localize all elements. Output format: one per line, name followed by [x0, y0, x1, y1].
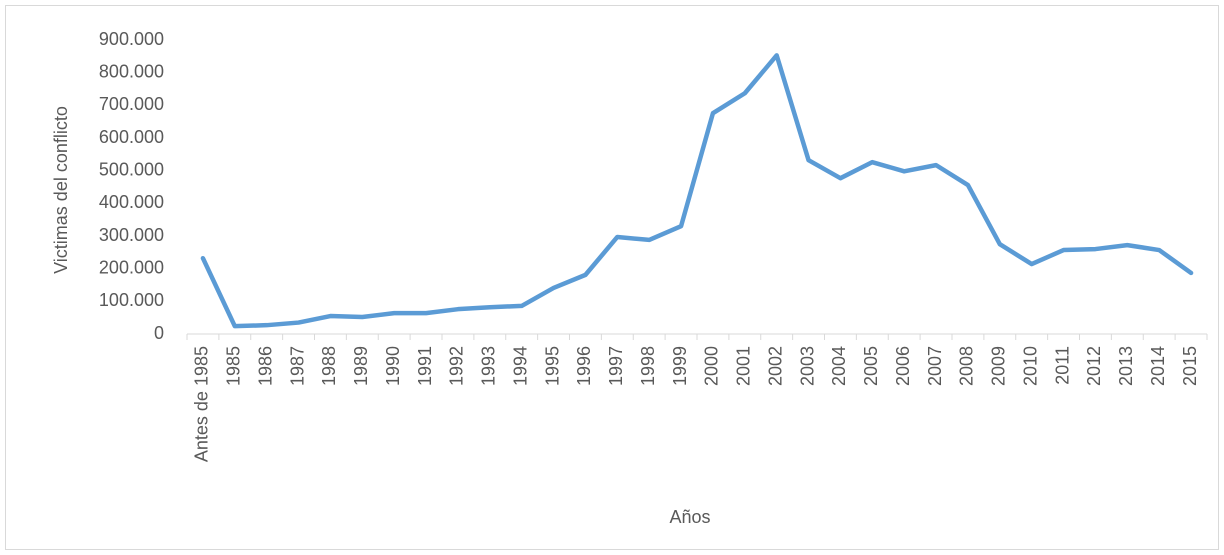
x-tick-label: 2011	[1052, 346, 1072, 385]
x-tick-label: 1987	[287, 346, 307, 386]
x-tick-label: 1989	[351, 346, 371, 386]
y-tick-label: 900.000	[99, 29, 164, 49]
x-tick-label: 2005	[861, 346, 881, 386]
x-tick-label: 2001	[734, 346, 754, 386]
x-tick-label: 2004	[829, 346, 849, 386]
x-tick-label: 1985	[224, 346, 244, 386]
x-tick-label: 1996	[574, 346, 594, 386]
y-tick-label: 100.000	[99, 290, 164, 310]
x-tick-label: 1986	[255, 346, 275, 386]
x-tick-label: 1997	[606, 346, 626, 386]
x-tick-label: 2006	[893, 346, 913, 386]
x-tick-label: 2012	[1084, 346, 1104, 386]
x-tick-label: 1991	[415, 346, 435, 386]
x-tick-label: 2015	[1180, 346, 1200, 386]
y-axis-title: Victimas del conflicto	[51, 106, 71, 274]
data-line	[200, 53, 1194, 329]
x-tick-label: 1988	[319, 346, 339, 386]
x-tick-label: 2007	[925, 346, 945, 386]
x-tick-label: 1995	[542, 346, 562, 386]
y-tick-label: 700.000	[99, 94, 164, 114]
y-tick-label: 300.000	[99, 225, 164, 245]
y-tick-label: 800.000	[99, 61, 164, 81]
x-tick-label: 1998	[638, 346, 658, 386]
x-tick-label: 2010	[1020, 346, 1040, 386]
x-tick-label: 2000	[702, 346, 722, 386]
y-tick-label: 400.000	[99, 192, 164, 212]
x-tick-label: 2002	[765, 346, 785, 386]
y-tick-label: 600.000	[99, 127, 164, 147]
x-tick-label: 1999	[670, 346, 690, 386]
x-tick-label: 2009	[989, 346, 1009, 386]
y-tick-label: 200.000	[99, 257, 164, 277]
x-tick-label: 2003	[797, 346, 817, 386]
x-tick-label: 2008	[957, 346, 977, 386]
x-tick-label: 1993	[479, 346, 499, 386]
x-tick-label: Antes de 1985	[192, 346, 212, 462]
x-axis-title: Años	[669, 507, 710, 527]
x-tick-label: 1990	[383, 346, 403, 386]
x-tick-label: 2013	[1116, 346, 1136, 386]
x-tick-label: 1994	[510, 346, 530, 386]
y-tick-label: 0	[154, 323, 164, 343]
y-tick-label: 500.000	[99, 159, 164, 179]
x-tick-label: 2014	[1148, 346, 1168, 386]
x-tick-label: 1992	[447, 346, 467, 386]
chart-border	[5, 5, 1219, 550]
